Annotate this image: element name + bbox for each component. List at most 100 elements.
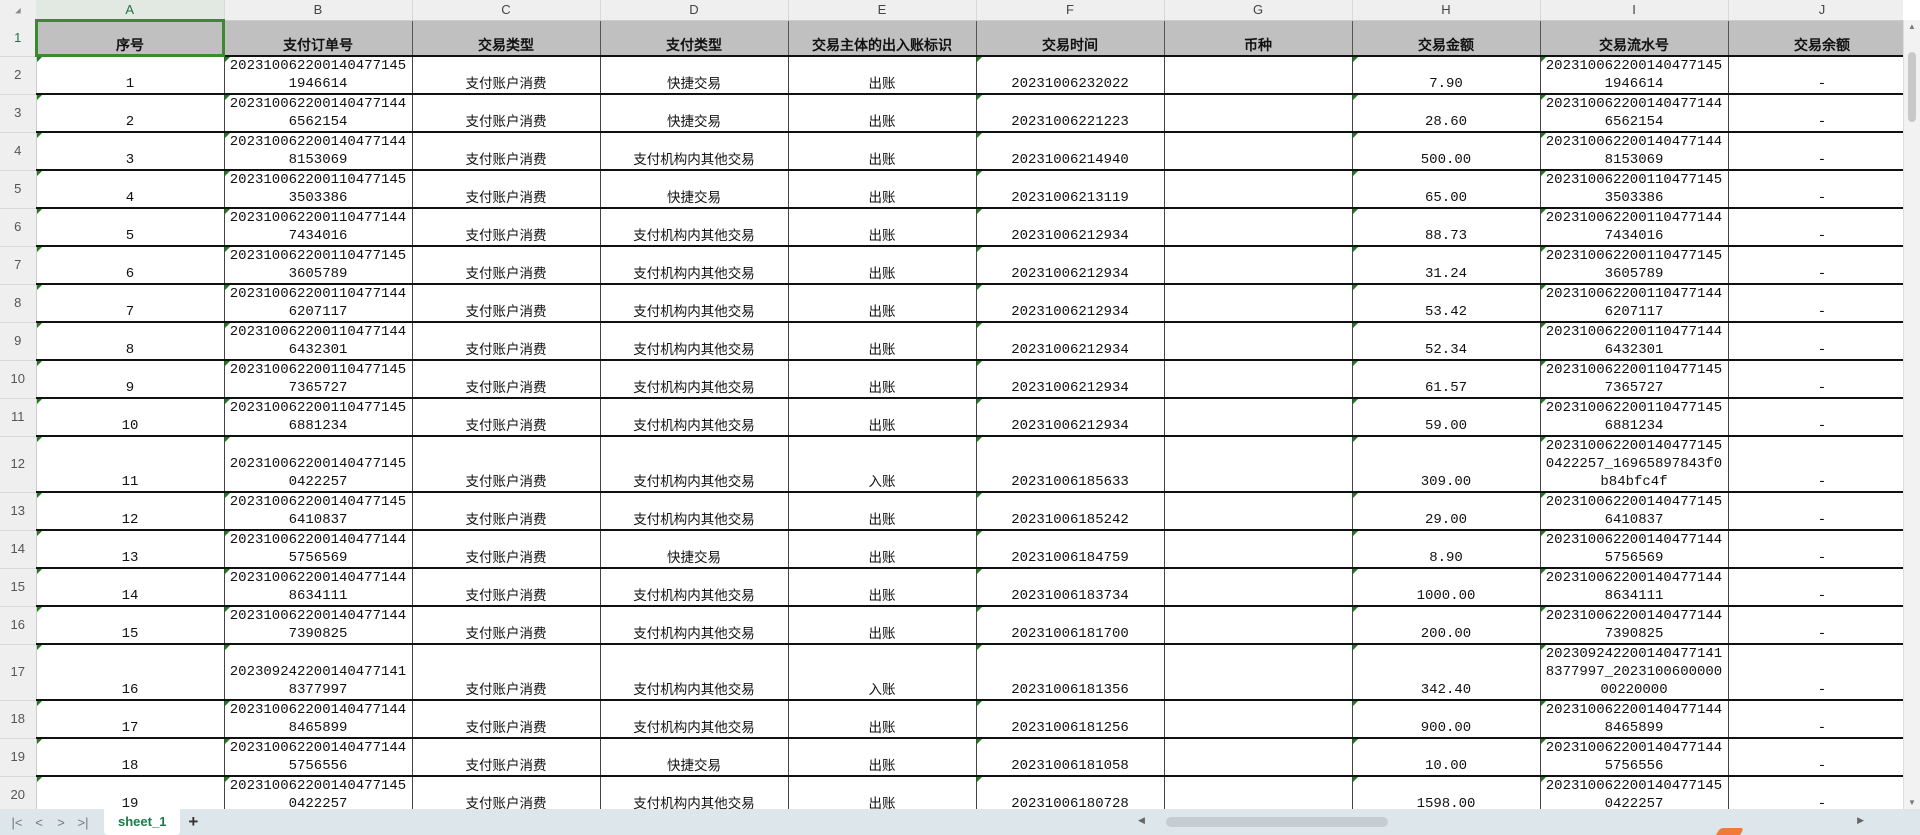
- cell-i[interactable]: 202310062200110477144 6432301: [1540, 322, 1729, 361]
- spreadsheet-grid[interactable]: ◢ A B C D E F G H I J 1 序号 支付订单号 交易类型 支付类型 交易主体的出入账标识 交易…: [0, 0, 1903, 809]
- next-sheet-icon[interactable]: >: [57, 814, 65, 830]
- cell-b[interactable]: 202310062200140477144 6562154: [224, 94, 413, 133]
- cell-f[interactable]: 20231006184759: [976, 530, 1165, 569]
- cell-f[interactable]: 20231006214940: [976, 132, 1165, 171]
- cell-d[interactable]: 支付机构内其他交易: [600, 132, 789, 171]
- cell-c[interactable]: 支付账户消费: [412, 246, 601, 285]
- column-header-c[interactable]: C: [412, 0, 601, 21]
- cell-j[interactable]: -: [1728, 322, 1903, 361]
- cell-g[interactable]: [1164, 208, 1353, 247]
- select-all-corner[interactable]: ◢: [0, 0, 36, 20]
- cell-d[interactable]: 快捷交易: [600, 170, 789, 209]
- cell-h[interactable]: 28.60: [1352, 94, 1541, 133]
- cell-f[interactable]: 20231006213119: [976, 170, 1165, 209]
- row-number[interactable]: 1: [0, 20, 37, 57]
- row-number[interactable]: 6: [0, 208, 37, 247]
- cell-e[interactable]: 出账: [788, 738, 977, 777]
- header-cell[interactable]: 交易余额: [1728, 20, 1903, 57]
- cell-d[interactable]: 快捷交易: [600, 530, 789, 569]
- scroll-up-icon[interactable]: ▲: [1908, 22, 1916, 31]
- cell-j[interactable]: -: [1728, 530, 1903, 569]
- row-number[interactable]: 3: [0, 94, 37, 133]
- header-cell[interactable]: 币种: [1164, 20, 1353, 57]
- cell-j[interactable]: -: [1728, 246, 1903, 285]
- cell-d[interactable]: 支付机构内其他交易: [600, 360, 789, 399]
- row-number[interactable]: 14: [0, 530, 37, 569]
- cell-c[interactable]: 支付账户消费: [412, 322, 601, 361]
- cell-e[interactable]: 出账: [788, 360, 977, 399]
- cell-g[interactable]: [1164, 776, 1353, 809]
- cell-b[interactable]: 202310062200140477145 1946614: [224, 56, 413, 95]
- vertical-scrollbar[interactable]: ▲ ▼: [1903, 20, 1920, 809]
- cell-d[interactable]: 支付机构内其他交易: [600, 644, 789, 701]
- cell-d[interactable]: 快捷交易: [600, 94, 789, 133]
- header-cell[interactable]: 交易时间: [976, 20, 1165, 57]
- cell-f[interactable]: 20231006212934: [976, 246, 1165, 285]
- cell-g[interactable]: [1164, 398, 1353, 437]
- cell-h[interactable]: 8.90: [1352, 530, 1541, 569]
- cell-d[interactable]: 支付机构内其他交易: [600, 776, 789, 809]
- cell-j[interactable]: -: [1728, 606, 1903, 645]
- cell-e[interactable]: 出账: [788, 568, 977, 607]
- cell-i[interactable]: 202310062200110477145 7365727: [1540, 360, 1729, 399]
- cell-b[interactable]: 202310062200110477144 6432301: [224, 322, 413, 361]
- cell-b[interactable]: 202310062200140477145 0422257: [224, 776, 413, 809]
- cell-c[interactable]: 支付账户消费: [412, 776, 601, 809]
- cell-g[interactable]: [1164, 322, 1353, 361]
- cell-i[interactable]: 202310062200140477144 8634111: [1540, 568, 1729, 607]
- cell-a[interactable]: 16: [36, 644, 225, 701]
- cell-a[interactable]: 1: [36, 56, 225, 95]
- cell-c[interactable]: 支付账户消费: [412, 94, 601, 133]
- cell-c[interactable]: 支付账户消费: [412, 492, 601, 531]
- cell-e[interactable]: 出账: [788, 208, 977, 247]
- cell-g[interactable]: [1164, 700, 1353, 739]
- cell-f[interactable]: 20231006181256: [976, 700, 1165, 739]
- cell-h[interactable]: 7.90: [1352, 56, 1541, 95]
- cell-d[interactable]: 支付机构内其他交易: [600, 568, 789, 607]
- cell-j[interactable]: -: [1728, 738, 1903, 777]
- cell-g[interactable]: [1164, 94, 1353, 133]
- cell-g[interactable]: [1164, 436, 1353, 493]
- cell-i[interactable]: 202310062200140477144 8153069: [1540, 132, 1729, 171]
- cell-j[interactable]: -: [1728, 644, 1903, 701]
- cell-h[interactable]: 1598.00: [1352, 776, 1541, 809]
- cell-i[interactable]: 202310062200140477144 5756569: [1540, 530, 1729, 569]
- header-cell[interactable]: 支付类型: [600, 20, 789, 57]
- cell-c[interactable]: 支付账户消费: [412, 56, 601, 95]
- horizontal-scroll-thumb[interactable]: [1166, 817, 1388, 827]
- cell-j[interactable]: -: [1728, 360, 1903, 399]
- last-sheet-icon[interactable]: >|: [77, 814, 89, 830]
- vertical-scroll-thumb[interactable]: [1908, 52, 1916, 122]
- cell-h[interactable]: 342.40: [1352, 644, 1541, 701]
- row-number[interactable]: 4: [0, 132, 37, 171]
- cell-a[interactable]: 2: [36, 94, 225, 133]
- cell-c[interactable]: 支付账户消费: [412, 208, 601, 247]
- cell-j[interactable]: -: [1728, 94, 1903, 133]
- cell-i[interactable]: 202310062200140477145 1946614: [1540, 56, 1729, 95]
- cell-g[interactable]: [1164, 170, 1353, 209]
- cell-d[interactable]: 支付机构内其他交易: [600, 700, 789, 739]
- cell-j[interactable]: -: [1728, 492, 1903, 531]
- cell-c[interactable]: 支付账户消费: [412, 132, 601, 171]
- cell-h[interactable]: 29.00: [1352, 492, 1541, 531]
- cell-g[interactable]: [1164, 530, 1353, 569]
- cell-b[interactable]: 202310062200140477144 5756569: [224, 530, 413, 569]
- cell-f[interactable]: 20231006232022: [976, 56, 1165, 95]
- cell-e[interactable]: 出账: [788, 94, 977, 133]
- column-header-g[interactable]: G: [1164, 0, 1353, 21]
- cell-c[interactable]: 支付账户消费: [412, 284, 601, 323]
- cell-f[interactable]: 20231006212934: [976, 398, 1165, 437]
- cell-j[interactable]: -: [1728, 398, 1903, 437]
- cell-f[interactable]: 20231006221223: [976, 94, 1165, 133]
- cell-c[interactable]: 支付账户消费: [412, 700, 601, 739]
- cell-a[interactable]: 3: [36, 132, 225, 171]
- cell-g[interactable]: [1164, 606, 1353, 645]
- cell-f[interactable]: 20231006212934: [976, 284, 1165, 323]
- header-cell[interactable]: 序号: [35, 19, 225, 57]
- cell-h[interactable]: 1000.00: [1352, 568, 1541, 607]
- cell-h[interactable]: 31.24: [1352, 246, 1541, 285]
- cell-e[interactable]: 出账: [788, 776, 977, 809]
- cell-i[interactable]: 202310062200110477144 6207117: [1540, 284, 1729, 323]
- cell-e[interactable]: 出账: [788, 322, 977, 361]
- cell-d[interactable]: 支付机构内其他交易: [600, 606, 789, 645]
